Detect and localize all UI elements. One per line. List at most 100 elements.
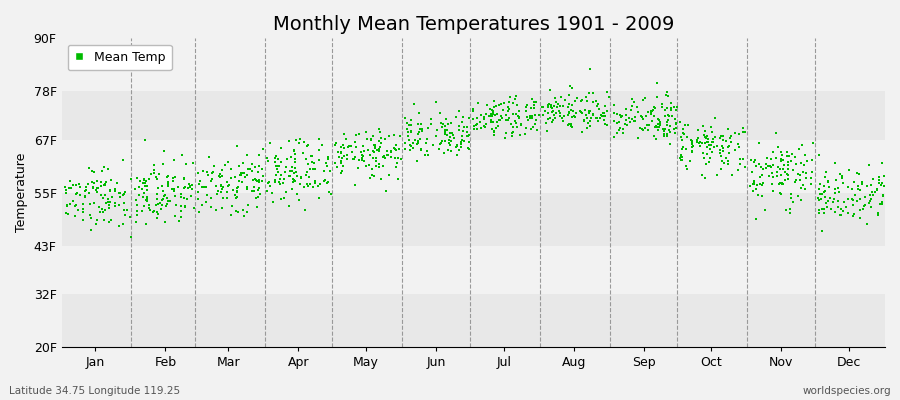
Point	[454, 137, 469, 143]
Point	[834, 212, 849, 218]
Point	[308, 180, 322, 187]
Point	[680, 146, 694, 152]
Point	[234, 170, 248, 177]
Point	[541, 110, 555, 116]
Point	[230, 184, 244, 191]
Point	[172, 218, 186, 224]
Point	[449, 142, 464, 149]
Point	[239, 172, 254, 178]
Point	[800, 158, 814, 165]
Point	[330, 149, 345, 156]
Point	[289, 168, 303, 175]
Point	[312, 180, 327, 187]
Point	[860, 183, 874, 189]
Point	[821, 177, 835, 184]
Point	[774, 158, 788, 164]
Point	[835, 173, 850, 179]
Point	[677, 130, 691, 137]
Point	[367, 145, 382, 152]
Point	[716, 148, 730, 154]
Point	[130, 212, 144, 218]
Point	[112, 194, 127, 200]
Point	[619, 117, 634, 123]
Point	[161, 198, 176, 204]
Point	[404, 143, 419, 149]
Point	[658, 107, 672, 114]
Point	[73, 184, 87, 190]
Point	[737, 164, 751, 170]
Point	[766, 149, 780, 156]
Point	[721, 144, 735, 150]
Point	[185, 160, 200, 166]
Point	[322, 168, 337, 174]
Point	[664, 104, 679, 111]
Point	[303, 152, 318, 159]
Point	[439, 132, 454, 138]
Point	[644, 108, 659, 114]
Point	[608, 110, 622, 116]
Point	[616, 126, 630, 132]
Point	[212, 188, 226, 194]
Point	[482, 113, 496, 119]
Point	[690, 139, 705, 145]
Point	[784, 158, 798, 164]
Point	[337, 163, 351, 169]
Point	[543, 115, 557, 122]
Point	[764, 156, 778, 162]
Point	[619, 106, 634, 112]
Point	[506, 111, 520, 118]
Point	[452, 108, 466, 114]
Point	[575, 97, 590, 104]
Point	[766, 173, 780, 180]
Point	[775, 180, 789, 187]
Point	[723, 143, 737, 149]
Point	[383, 149, 398, 155]
Point	[96, 209, 111, 215]
Point	[568, 97, 582, 104]
Point	[389, 147, 403, 154]
Point	[452, 127, 466, 134]
Point	[635, 116, 650, 122]
Point	[612, 127, 626, 134]
Point	[875, 180, 889, 186]
Point	[365, 155, 380, 162]
Point	[770, 168, 784, 175]
Point	[818, 174, 832, 180]
Point	[300, 181, 314, 188]
Point	[193, 178, 207, 184]
Point	[76, 206, 91, 212]
Point	[477, 123, 491, 130]
Point	[788, 154, 803, 160]
Point	[160, 183, 175, 189]
Point	[586, 111, 600, 117]
Point	[549, 99, 563, 105]
Point	[578, 107, 592, 114]
Point	[585, 99, 599, 106]
Point	[750, 182, 764, 188]
Point	[389, 142, 403, 148]
Point	[103, 187, 117, 194]
Point	[320, 163, 334, 169]
Point	[104, 194, 119, 200]
Point	[268, 154, 283, 161]
Point	[199, 199, 213, 205]
Point	[342, 142, 356, 149]
Point	[684, 149, 698, 156]
Point	[619, 122, 634, 128]
Point	[284, 154, 298, 160]
Point	[663, 100, 678, 106]
Point	[394, 156, 409, 163]
Point	[773, 156, 788, 162]
Point	[519, 108, 534, 114]
Point	[174, 193, 188, 200]
Point	[792, 146, 806, 152]
Point	[749, 163, 763, 169]
Point	[862, 200, 877, 207]
Point	[565, 85, 580, 91]
Point	[625, 96, 639, 102]
Point	[356, 158, 371, 164]
Point	[828, 186, 842, 192]
Point	[853, 196, 868, 202]
Point	[752, 139, 766, 146]
Point	[193, 209, 207, 215]
